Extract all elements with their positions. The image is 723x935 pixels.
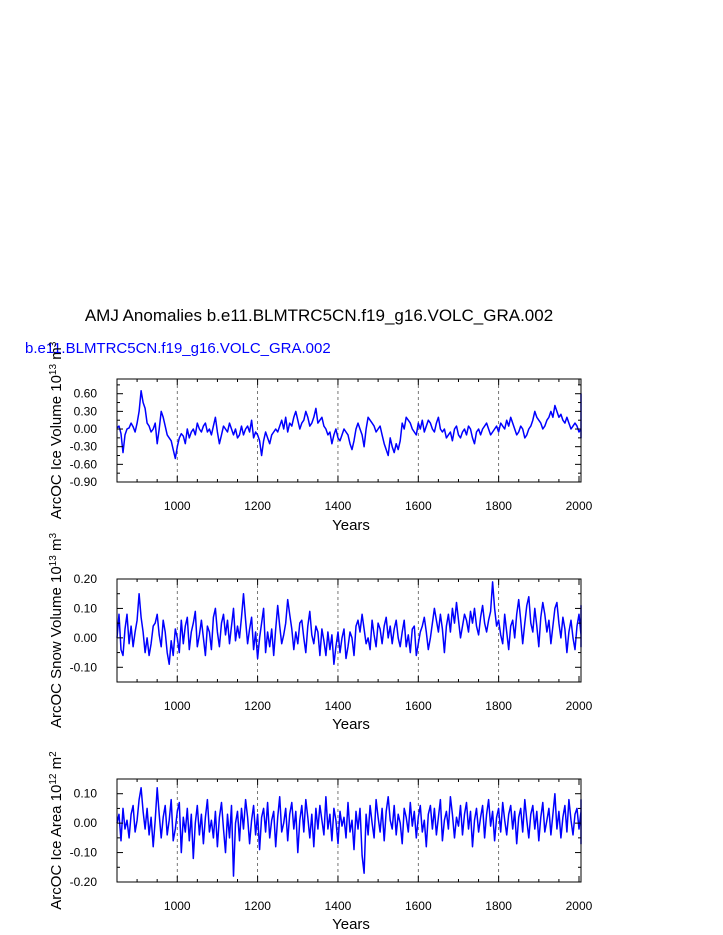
x-tick-label: 1400	[325, 699, 352, 713]
x-tick-label: 1400	[325, 899, 352, 913]
y-tick-label: 0.20	[74, 572, 98, 586]
y-axis-label-unit-exponent: 3	[48, 341, 59, 347]
x-tick-label: 1200	[244, 699, 271, 713]
x-tick-label: 2000	[566, 699, 593, 713]
x-tick-label: 1000	[164, 899, 191, 913]
y-axis-label-unit-exponent: 2	[48, 751, 59, 757]
series-line-snow-volume	[116, 581, 582, 666]
x-axis-label: Years	[332, 716, 370, 733]
y-axis-label: ArcOC Ice Area 1012 m2	[48, 751, 66, 910]
x-tick-label: 2000	[566, 899, 593, 913]
y-axis-label-unit: m	[48, 347, 65, 364]
plot-frame	[116, 578, 582, 683]
y-axis-label-unit: m	[48, 757, 65, 774]
y-tick-label: -0.20	[70, 875, 98, 889]
x-tick-label: 1200	[244, 899, 271, 913]
y-axis-label: ArcOC Snow Volume 1013 m3	[48, 533, 66, 729]
y-tick-label: -0.10	[70, 660, 98, 674]
y-axis-label-unit: m	[48, 539, 65, 556]
chart-panel-ice-area: 1000 1200 1400 1600 1800 2000 -0.20 -0.10 0.00 0.…	[48, 751, 593, 933]
x-tick-label: 2000	[566, 499, 593, 513]
y-axis-label-exponent: 12	[48, 773, 59, 785]
series-line-ice-area	[116, 787, 582, 877]
x-tick-label: 1200	[244, 499, 271, 513]
y-tick-label: -0.60	[70, 457, 98, 471]
y-axis-label-unit-exponent: 3	[48, 533, 59, 539]
y-axis-label-text: ArcOC Ice Volume 10	[48, 375, 65, 519]
y-tick-label: -0.30	[70, 440, 98, 454]
y-tick-label: 0.10	[74, 787, 98, 801]
y-tick-label: 0.00	[74, 816, 98, 830]
figure-title: AMJ Anomalies b.e11.BLMTRC5CN.f19_g16.VO…	[85, 306, 553, 325]
y-axis-label-exponent: 13	[48, 364, 59, 376]
series-line-ice-volume	[116, 390, 582, 460]
y-tick-label: -0.90	[70, 475, 98, 489]
y-tick-label: 0.10	[74, 601, 98, 615]
y-tick-label: 0.00	[74, 422, 98, 436]
y-axis-label-text: ArcOC Ice Area 10	[48, 785, 65, 910]
x-tick-label: 1600	[405, 899, 432, 913]
x-tick-label: 1600	[405, 499, 432, 513]
x-tick-label: 1600	[405, 699, 432, 713]
x-tick-label: 1800	[485, 499, 512, 513]
y-tick-label: 0.60	[74, 387, 98, 401]
x-axis-label: Years	[332, 916, 370, 933]
x-tick-label: 1000	[164, 499, 191, 513]
y-axis-label-text: ArcOC Snow Volume 10	[48, 566, 65, 728]
y-tick-label: -0.10	[70, 846, 98, 860]
chart-panel-ice-volume: 1000 1200 1400 1600 1800 2000 -0.90 -0.60 -0.30 0…	[48, 341, 593, 534]
x-tick-label: 1800	[485, 899, 512, 913]
figure-subtitle: b.e11.BLMTRC5CN.f19_g16.VOLC_GRA.002	[25, 340, 331, 357]
y-tick-label: 0.30	[74, 404, 98, 418]
plot-frame	[116, 778, 582, 883]
plot-frame	[116, 378, 582, 483]
x-tick-label: 1000	[164, 699, 191, 713]
y-axis-label: ArcOC Ice Volume 1013 m3	[48, 341, 66, 519]
y-tick-label: 0.00	[74, 631, 98, 645]
x-tick-label: 1400	[325, 499, 352, 513]
x-axis-label: Years	[332, 517, 370, 534]
x-tick-label: 1800	[485, 699, 512, 713]
chart-panel-snow-volume: 1000 1200 1400 1600 1800 2000 -0.10 0.00 0.10 0.2…	[48, 533, 593, 733]
y-axis-label-exponent: 13	[48, 555, 59, 567]
